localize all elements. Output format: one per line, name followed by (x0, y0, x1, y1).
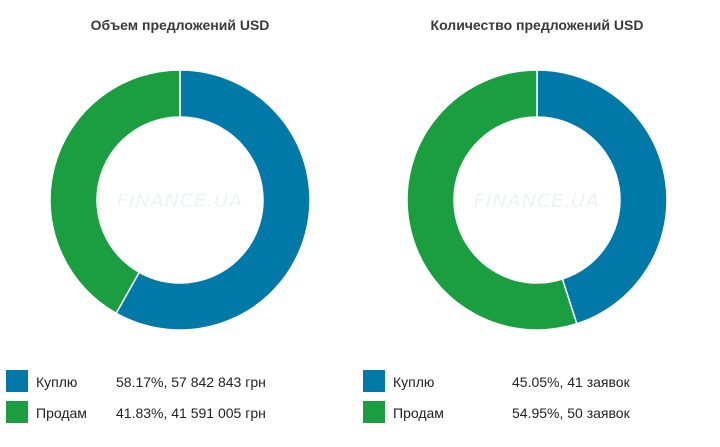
legend-item-buy[interactable]: Куплю 45.05%, 41 заявок (363, 370, 713, 401)
chart-title: Объем предложений USD (90, 17, 270, 33)
chart-panel-count: Количество предложений USD FINANCE.UA Ку… (357, 0, 717, 447)
chart-title: Количество предложений USD (430, 17, 644, 33)
legend-value: 54.95%, 50 заявок (512, 405, 630, 421)
donut-chart-volume: FINANCE.UA (49, 69, 311, 331)
legend-value: 58.17%, 57 842 843 грн (116, 374, 266, 390)
legend-value: 45.05%, 41 заявок (512, 374, 630, 390)
legend-label: Куплю (36, 374, 78, 390)
donut-slice-sell[interactable] (406, 69, 578, 331)
legend-item-sell[interactable]: Продам 54.95%, 50 заявок (363, 401, 713, 432)
legend-swatch (6, 370, 28, 392)
legend-value: 41.83%, 41 591 005 грн (116, 405, 266, 421)
legend-swatch (6, 401, 28, 423)
legend-swatch (363, 370, 385, 392)
donut-slice-buy[interactable] (115, 69, 311, 331)
legend: Куплю 45.05%, 41 заявок Продам 54.95%, 5… (363, 370, 713, 432)
donut-slice-sell[interactable] (49, 69, 181, 315)
legend-item-sell[interactable]: Продам 41.83%, 41 591 005 грн (6, 401, 356, 432)
legend-swatch (363, 401, 385, 423)
legend-label: Куплю (393, 374, 435, 390)
legend-label: Продам (393, 405, 444, 421)
watermark-logo: FINANCE.UA (117, 190, 243, 212)
legend: Куплю 58.17%, 57 842 843 грн Продам 41.8… (6, 370, 356, 432)
donut-slice-buy[interactable] (536, 69, 668, 325)
watermark-logo: FINANCE.UA (474, 190, 600, 212)
chart-panel-volume: Объем предложений USD FINANCE.UA Куплю 5… (6, 17, 356, 432)
donut-chart-count: FINANCE.UA (406, 69, 668, 331)
legend-item-buy[interactable]: Куплю 58.17%, 57 842 843 грн (6, 370, 356, 401)
legend-label: Продам (36, 405, 87, 421)
